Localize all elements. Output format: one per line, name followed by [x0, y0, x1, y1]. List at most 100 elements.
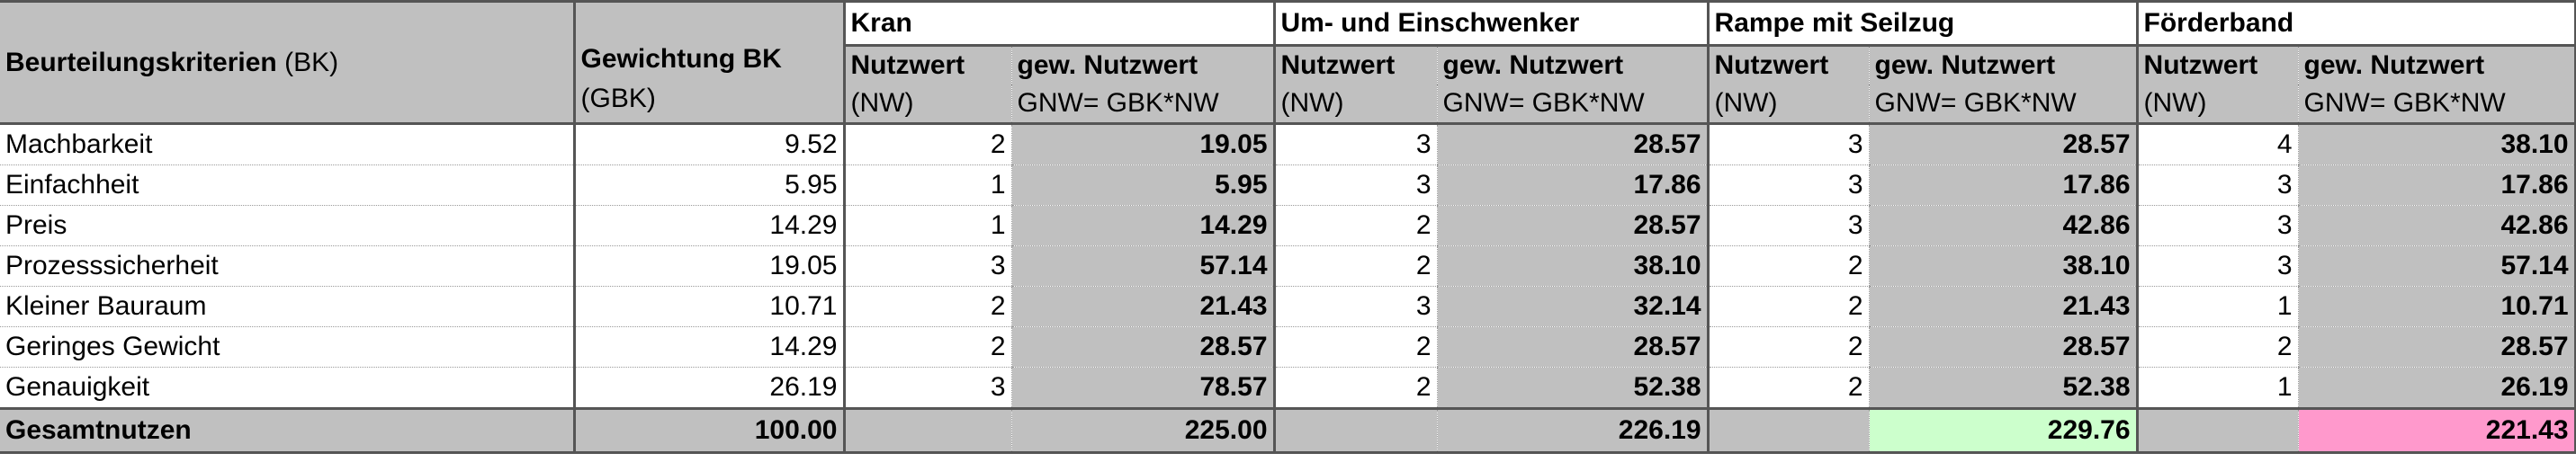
- gnw-cell[interactable]: 17.86: [1436, 164, 1710, 206]
- nw-cell[interactable]: 3: [2137, 245, 2299, 287]
- gnw-cell[interactable]: 52.38: [1436, 367, 1710, 409]
- header-row-alternatives: Beurteilungskriterien (BK) Gewichtung BK…: [0, 0, 2576, 125]
- total-weight[interactable]: 100.00: [574, 407, 846, 454]
- nw-header[interactable]: Nutzwert: [1708, 45, 1870, 84]
- gnw-header[interactable]: gew. Nutzwert: [2297, 45, 2576, 84]
- gnw-cell[interactable]: 10.71: [2297, 286, 2576, 327]
- nw-cell[interactable]: 1: [844, 205, 1011, 246]
- total-gnw-foerderband-worst[interactable]: 221.43: [2297, 407, 2576, 454]
- table-row: Machbarkeit 9.52 2 19.05 3 28.57 3 28.57 4 38.10: [0, 123, 2576, 165]
- gnw-cell[interactable]: 17.86: [1868, 164, 2139, 206]
- alternative-header-kran[interactable]: Kran: [844, 0, 1276, 47]
- nw-cell[interactable]: 2: [1274, 367, 1438, 409]
- nw-cell[interactable]: 2: [2137, 326, 2299, 368]
- gnw-cell[interactable]: 38.10: [2297, 123, 2576, 165]
- gnw-cell[interactable]: 28.57: [1010, 326, 1276, 368]
- criterion-cell[interactable]: Prozesssicherheit: [0, 245, 576, 287]
- gnw-header[interactable]: gew. Nutzwert: [1868, 45, 2139, 84]
- alternative-header-einschwenker[interactable]: Um- und Einschwenker: [1274, 0, 1710, 47]
- nw-header[interactable]: Nutzwert: [2137, 45, 2299, 84]
- nw-cell[interactable]: 3: [1274, 123, 1438, 165]
- gnw-subheader: GNW= GBK*NW: [2297, 84, 2576, 125]
- nw-cell[interactable]: 2: [1274, 245, 1438, 287]
- criterion-cell[interactable]: Machbarkeit: [0, 123, 576, 165]
- total-gnw-rampe-best[interactable]: 229.76: [1868, 407, 2139, 454]
- weight-cell[interactable]: 5.95: [574, 164, 846, 206]
- total-gnw-kran[interactable]: 225.00: [1010, 407, 1276, 454]
- gnw-cell[interactable]: 28.57: [1436, 205, 1710, 246]
- criterion-cell[interactable]: Kleiner Bauraum: [0, 286, 576, 327]
- gnw-cell[interactable]: 42.86: [2297, 205, 2576, 246]
- total-label[interactable]: Gesamtnutzen: [0, 407, 576, 454]
- nw-cell[interactable]: 2: [1274, 205, 1438, 246]
- nw-cell[interactable]: 2: [1708, 367, 1870, 409]
- gnw-cell[interactable]: 19.05: [1010, 123, 1276, 165]
- header-row-column-titles: Nutzwert gew. Nutzwert Nutzwert gew. Nut…: [0, 45, 2576, 84]
- nw-cell[interactable]: 2: [1274, 326, 1438, 368]
- gnw-cell[interactable]: 52.38: [1868, 367, 2139, 409]
- gnw-cell[interactable]: 28.57: [2297, 326, 2576, 368]
- gnw-cell[interactable]: 32.14: [1436, 286, 1710, 327]
- nw-cell[interactable]: 2: [844, 326, 1011, 368]
- nw-cell[interactable]: 3: [2137, 164, 2299, 206]
- gnw-cell[interactable]: 28.57: [1868, 326, 2139, 368]
- gnw-header[interactable]: gew. Nutzwert: [1436, 45, 1710, 84]
- criteria-header[interactable]: Beurteilungskriterien (BK): [0, 0, 576, 125]
- criterion-cell[interactable]: Geringes Gewicht: [0, 326, 576, 368]
- nw-cell[interactable]: 1: [844, 164, 1011, 206]
- nw-cell[interactable]: 4: [2137, 123, 2299, 165]
- weight-cell[interactable]: 26.19: [574, 367, 846, 409]
- gnw-subheader: GNW= GBK*NW: [1010, 84, 1276, 125]
- nw-cell[interactable]: 3: [1708, 164, 1870, 206]
- table-row: Geringes Gewicht 14.29 2 28.57 2 28.57 2 28.57 2…: [0, 326, 2576, 368]
- criterion-cell[interactable]: Preis: [0, 205, 576, 246]
- nw-cell[interactable]: 2: [844, 123, 1011, 165]
- nw-cell[interactable]: 3: [1274, 164, 1438, 206]
- gnw-cell[interactable]: 38.10: [1868, 245, 2139, 287]
- alternative-header-rampe[interactable]: Rampe mit Seilzug: [1708, 0, 2139, 47]
- nw-cell[interactable]: 3: [844, 245, 1011, 287]
- gnw-cell[interactable]: 21.43: [1010, 286, 1276, 327]
- total-gnw-einschwenker[interactable]: 226.19: [1436, 407, 1710, 454]
- weight-cell[interactable]: 14.29: [574, 205, 846, 246]
- gnw-cell[interactable]: 78.57: [1010, 367, 1276, 409]
- gnw-cell[interactable]: 42.86: [1868, 205, 2139, 246]
- criterion-cell[interactable]: Genauigkeit: [0, 367, 576, 409]
- gnw-header[interactable]: gew. Nutzwert: [1010, 45, 1276, 84]
- header-row-column-subtitles: (NW) GNW= GBK*NW (NW) GNW= GBK*NW (NW) G…: [0, 84, 2576, 125]
- criterion-cell[interactable]: Einfachheit: [0, 164, 576, 206]
- gnw-cell[interactable]: 21.43: [1868, 286, 2139, 327]
- nw-header[interactable]: Nutzwert: [844, 45, 1011, 84]
- gnw-cell[interactable]: 57.14: [1010, 245, 1276, 287]
- weight-cell[interactable]: 10.71: [574, 286, 846, 327]
- alternative-header-foerderband[interactable]: Förderband: [2137, 0, 2576, 47]
- total-nw-empty: [2137, 407, 2299, 454]
- gnw-cell[interactable]: 28.57: [1868, 123, 2139, 165]
- nw-cell[interactable]: 2: [1708, 286, 1870, 327]
- nw-cell[interactable]: 1: [2137, 286, 2299, 327]
- nw-cell[interactable]: 2: [844, 286, 1011, 327]
- gnw-cell[interactable]: 57.14: [2297, 245, 2576, 287]
- gnw-cell[interactable]: 26.19: [2297, 367, 2576, 409]
- weight-header[interactable]: Gewichtung BK (GBK): [574, 0, 846, 125]
- nw-cell[interactable]: 3: [844, 367, 1011, 409]
- gnw-cell[interactable]: 38.10: [1436, 245, 1710, 287]
- nw-cell[interactable]: 2: [1708, 326, 1870, 368]
- gnw-cell[interactable]: 28.57: [1436, 123, 1710, 165]
- gnw-cell[interactable]: 17.86: [2297, 164, 2576, 206]
- gnw-cell[interactable]: 5.95: [1010, 164, 1276, 206]
- nw-cell[interactable]: 3: [2137, 205, 2299, 246]
- weight-cell[interactable]: 19.05: [574, 245, 846, 287]
- nw-cell[interactable]: 3: [1274, 286, 1438, 327]
- utility-analysis-table: Beurteilungskriterien (BK) Gewichtung BK…: [0, 0, 2576, 454]
- nw-cell[interactable]: 3: [1708, 123, 1870, 165]
- gnw-cell[interactable]: 28.57: [1436, 326, 1710, 368]
- nw-cell[interactable]: 1: [2137, 367, 2299, 409]
- gnw-subheader: GNW= GBK*NW: [1436, 84, 1710, 125]
- weight-cell[interactable]: 9.52: [574, 123, 846, 165]
- gnw-cell[interactable]: 14.29: [1010, 205, 1276, 246]
- weight-cell[interactable]: 14.29: [574, 326, 846, 368]
- nw-cell[interactable]: 2: [1708, 245, 1870, 287]
- nw-header[interactable]: Nutzwert: [1274, 45, 1438, 84]
- nw-cell[interactable]: 3: [1708, 205, 1870, 246]
